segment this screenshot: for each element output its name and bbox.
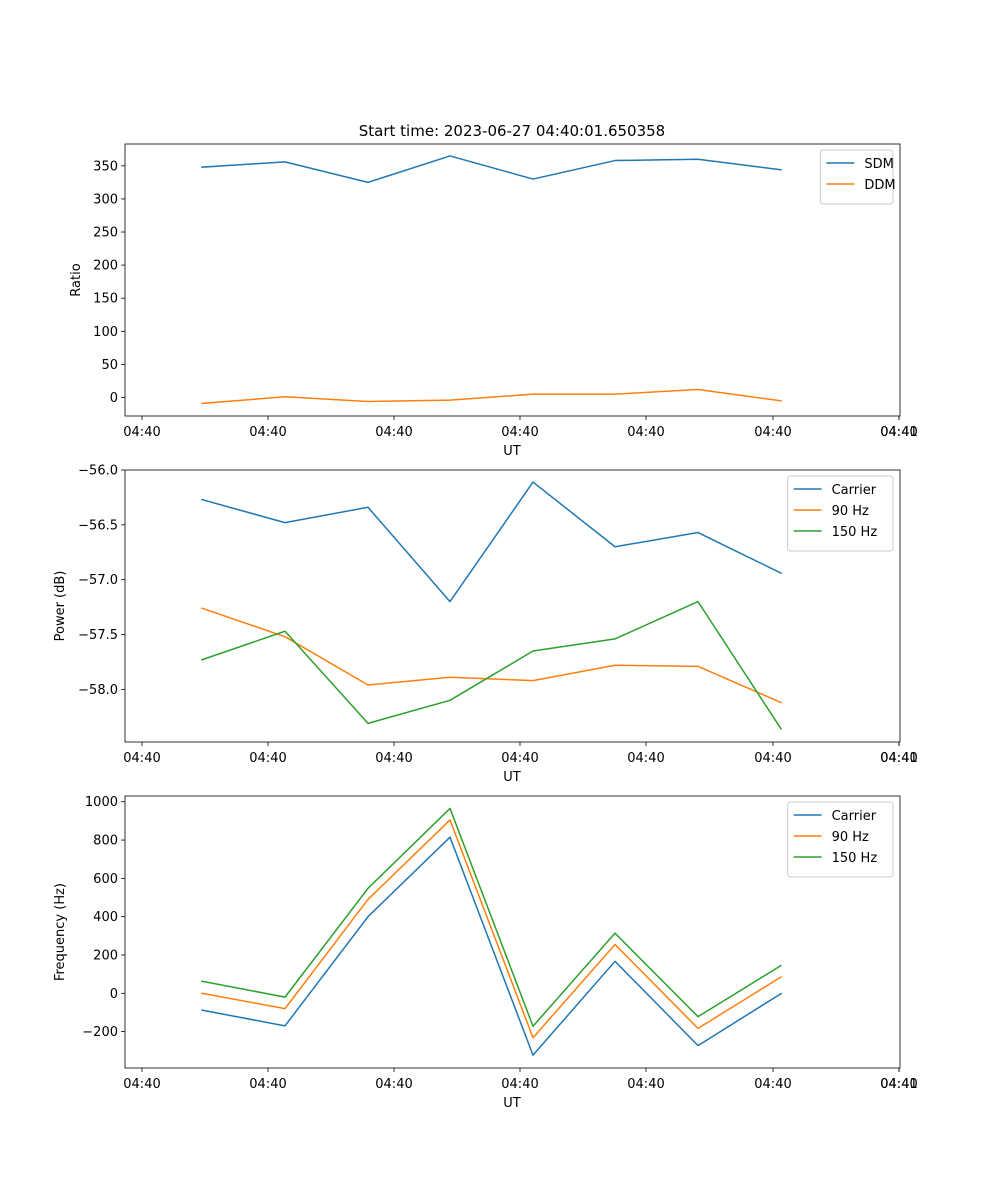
x-tick-label: 04:40: [375, 751, 412, 766]
x-axis-label: UT: [503, 770, 521, 785]
legend-box: [787, 475, 894, 552]
series-line-90-hz: [201, 607, 782, 704]
y-tick-label: −57.0: [78, 573, 118, 588]
y-tick-label: −56.5: [78, 518, 118, 533]
y-tick-label: 400: [93, 910, 118, 925]
legend-label: Carrier: [832, 483, 877, 498]
legend: Carrier 90 Hz 150 Hz: [787, 801, 894, 878]
legend-label: SDM: [864, 157, 893, 172]
x-tick-label: 04:41: [880, 751, 917, 766]
x-tick-label: 04:40: [754, 751, 791, 766]
legend-label: Carrier: [832, 809, 877, 824]
legend-box: [787, 801, 894, 878]
y-tick-label: 800: [93, 834, 118, 849]
panels: 04:40 04:40 04:40 04:40 04:40 04:40 04:4004:41…: [53, 143, 918, 1111]
y-tick-label: 300: [93, 192, 118, 207]
y-tick-label: 0: [110, 391, 118, 406]
x-axis-label: UT: [503, 1096, 521, 1111]
x-tick-label: 04:40: [249, 751, 286, 766]
series-line-ddm: [201, 388, 782, 405]
axes-frame: [124, 143, 901, 417]
y-tick-label: 50: [101, 358, 118, 373]
y-tick-label: 350: [93, 159, 118, 174]
y-axis-label: Ratio: [69, 263, 84, 296]
y-tick-label: −58.0: [78, 683, 118, 698]
x-tick-label: 04:41: [880, 1077, 917, 1092]
legend-label: 90 Hz: [832, 504, 869, 519]
y-tick-label: 1000: [85, 795, 118, 810]
y-axis-label: Frequency (Hz): [53, 883, 68, 981]
y-tick-label: 250: [93, 226, 118, 241]
x-tick-label: 04:40: [249, 1077, 286, 1092]
panel-1: 04:40 04:40 04:40 04:40 04:40 04:40 04:4004:41…: [69, 143, 918, 459]
panel-2: 04:40 04:40 04:40 04:40 04:40 04:40 04:4004:41…: [53, 464, 918, 786]
x-tick-label: 04:40: [123, 1077, 160, 1092]
figure-title: Start time: 2023-06-27 04:40:01.650358: [359, 122, 665, 140]
y-axis-label: Power (dB): [53, 571, 68, 642]
y-tick-label: 100: [93, 325, 118, 340]
x-tick-label: 04:40: [880, 1077, 917, 1092]
x-tick-label: 04:40: [501, 425, 538, 440]
x-tick-label: 04:40: [501, 751, 538, 766]
x-tick-label: 04:40: [754, 425, 791, 440]
y-tick-label: 150: [93, 292, 118, 307]
axes-frame: [124, 469, 901, 743]
x-axis-label: UT: [503, 444, 521, 459]
legend-label: DDM: [864, 178, 895, 193]
legend: SDM DDM: [819, 149, 896, 205]
y-tick-label: 200: [93, 259, 118, 274]
series-line-90-hz: [201, 819, 783, 1039]
y-tick-label: −57.5: [78, 628, 118, 643]
series-line-150-hz: [201, 600, 783, 730]
legend-label: 150 Hz: [832, 525, 878, 540]
series-line-carrier: [201, 836, 783, 1056]
y-tick-label: 200: [93, 948, 118, 963]
x-tick-label: 04:40: [627, 1077, 664, 1092]
series-line-carrier: [201, 481, 783, 603]
x-tick-label: 04:40: [501, 1077, 538, 1092]
x-tick-label: 04:40: [123, 751, 160, 766]
legend-label: 150 Hz: [832, 851, 878, 866]
x-tick-label: 04:40: [880, 425, 917, 440]
legend-label: 90 Hz: [832, 830, 869, 845]
x-tick-label: 04:41: [880, 425, 917, 440]
y-tick-label: 600: [93, 872, 118, 887]
x-tick-label: 04:40: [627, 425, 664, 440]
x-tick-label: 04:40: [375, 1077, 412, 1092]
x-tick-label: 04:40: [375, 425, 412, 440]
x-tick-label: 04:40: [123, 425, 160, 440]
y-tick-label: −200: [82, 1025, 118, 1040]
y-tick-label: −56.0: [78, 464, 118, 479]
x-tick-label: 04:40: [627, 751, 664, 766]
x-tick-label: 04:40: [249, 425, 286, 440]
series-line-sdm: [201, 155, 782, 184]
x-tick-label: 04:40: [754, 1077, 791, 1092]
legend: Carrier 90 Hz 150 Hz: [787, 475, 894, 552]
series-line-150-hz: [201, 807, 783, 1027]
y-tick-label: 0: [110, 987, 118, 1002]
x-tick-label: 04:40: [880, 751, 917, 766]
axes-frame: [124, 795, 901, 1069]
panel-3: 04:40 04:40 04:40 04:40 04:40 04:40 04:4004:41…: [53, 795, 918, 1111]
